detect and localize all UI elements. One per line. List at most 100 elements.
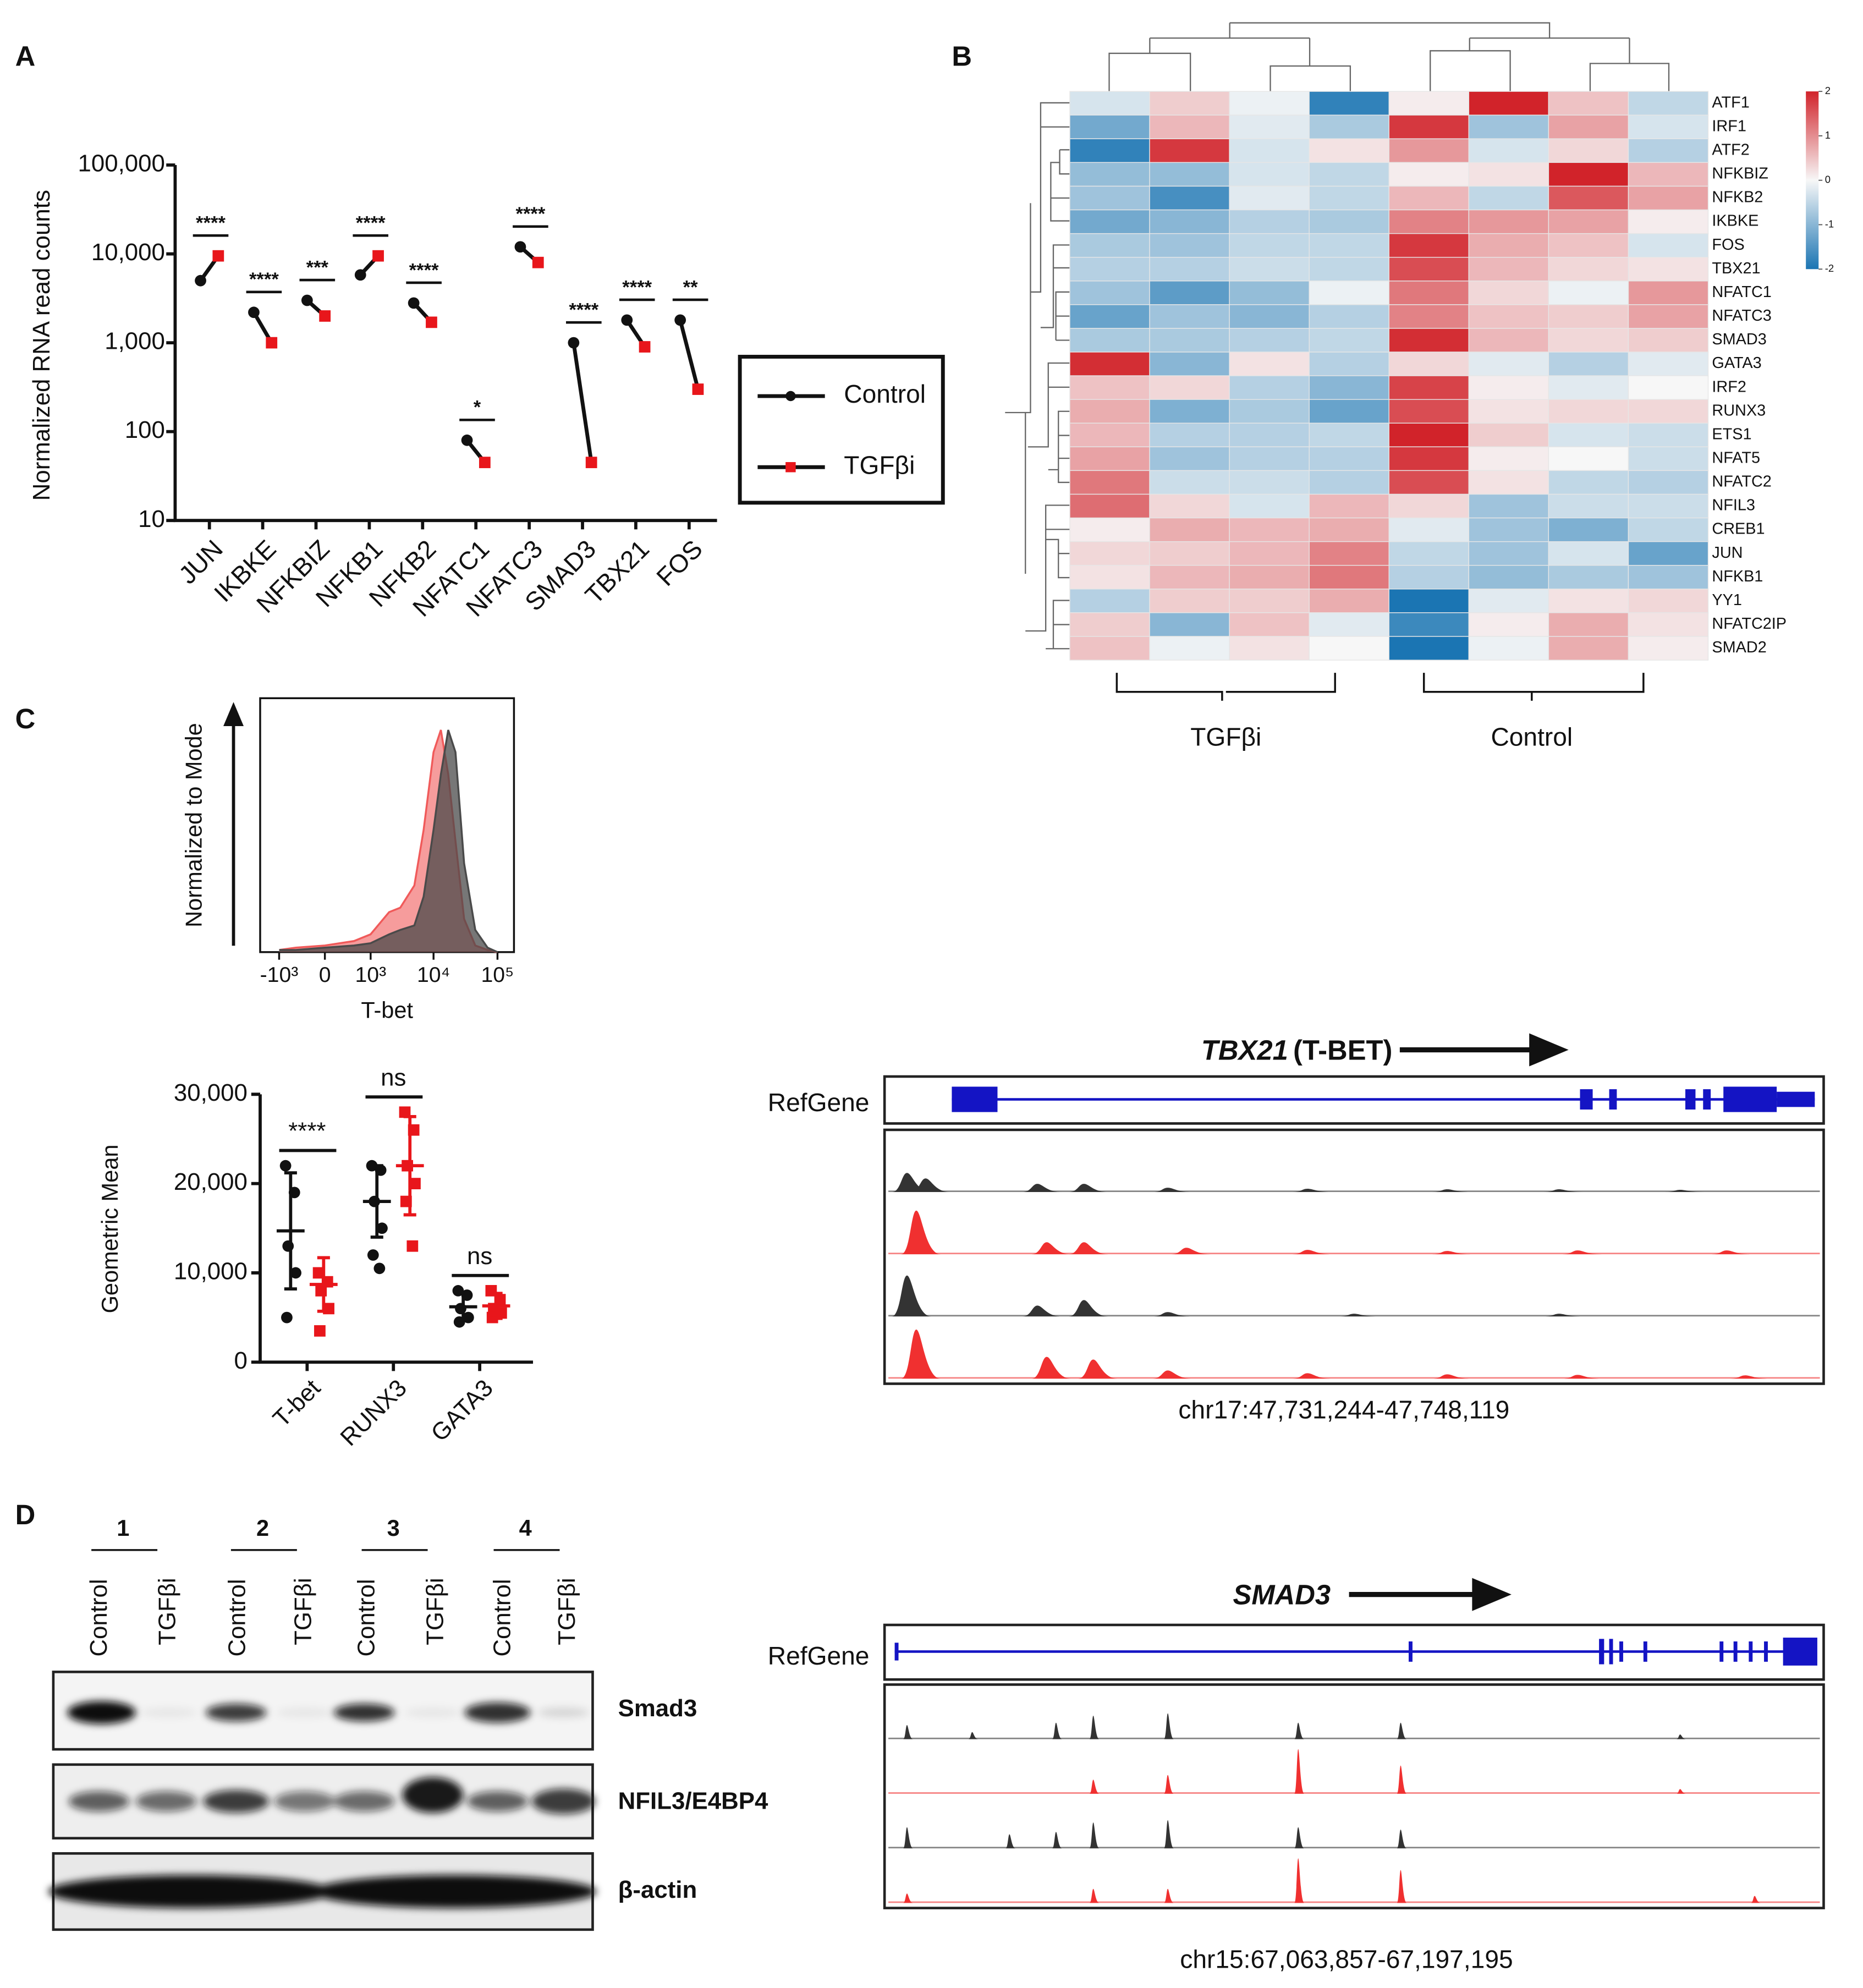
heatmap-cell bbox=[1309, 138, 1389, 163]
track-peak bbox=[1031, 1357, 1071, 1379]
dot bbox=[301, 294, 313, 306]
point bbox=[367, 1249, 379, 1261]
row-label: TBX21 bbox=[1712, 260, 1760, 277]
dot bbox=[354, 269, 366, 281]
track-peak bbox=[1152, 1188, 1192, 1193]
heatmap-cell bbox=[1388, 304, 1470, 329]
heatmap-cell bbox=[1309, 162, 1389, 187]
heatmap-cell bbox=[1229, 612, 1310, 637]
heatmap-cell bbox=[1628, 281, 1709, 305]
track-peak bbox=[1069, 1242, 1108, 1255]
dot bbox=[532, 256, 544, 268]
row-label: NFKBIZ bbox=[1712, 165, 1768, 183]
track-peak bbox=[1664, 1190, 1705, 1193]
heatmap-cell bbox=[1548, 375, 1629, 400]
track-peak bbox=[1676, 1734, 1686, 1739]
heatmap-cell bbox=[1149, 281, 1230, 305]
point bbox=[409, 1178, 421, 1190]
track-peak bbox=[1397, 1765, 1407, 1794]
row-label: JUN bbox=[1712, 544, 1743, 562]
track-peak bbox=[1052, 1832, 1062, 1849]
heatmap-cell bbox=[1069, 209, 1150, 234]
heatmap-cell bbox=[1229, 91, 1310, 116]
y-tick-label: 20,000 bbox=[174, 1168, 248, 1195]
heatmap-cell bbox=[1309, 565, 1389, 590]
heatmap-cell bbox=[1149, 257, 1230, 282]
heatmap-cell bbox=[1388, 138, 1470, 163]
significance-label: ** bbox=[683, 277, 698, 298]
row-label: SMAD2 bbox=[1712, 639, 1766, 656]
row-label: NFATC3 bbox=[1712, 307, 1771, 325]
heatmap-cell bbox=[1628, 328, 1709, 353]
heatmap-cell bbox=[1388, 589, 1470, 613]
heatmap-cell bbox=[1548, 589, 1629, 613]
arrow-head bbox=[1529, 1033, 1569, 1067]
heatmap-cell bbox=[1548, 138, 1629, 163]
row-label: SMAD3 bbox=[1712, 331, 1766, 348]
heatmap-cell bbox=[1548, 91, 1629, 116]
point bbox=[290, 1267, 301, 1279]
track-peak bbox=[1397, 1829, 1407, 1849]
heatmap-cell bbox=[1229, 446, 1310, 471]
heatmap-cell bbox=[1628, 138, 1709, 163]
track-peak bbox=[1152, 1370, 1192, 1379]
row-label: RUNX3 bbox=[1712, 402, 1766, 419]
legend-marker bbox=[785, 462, 796, 473]
heatmap-cell bbox=[1388, 541, 1470, 566]
heatmap-cell bbox=[1628, 470, 1709, 495]
heatmap-cell bbox=[1309, 446, 1389, 471]
lane-label: Control bbox=[353, 1579, 380, 1656]
track-peak bbox=[1164, 1713, 1174, 1739]
heatmap-cell bbox=[1229, 233, 1310, 258]
heatmap-cell bbox=[1309, 470, 1389, 495]
group-bracket bbox=[1115, 673, 1336, 701]
heatmap-cell bbox=[1388, 422, 1470, 448]
heatmap-cell bbox=[1388, 185, 1470, 211]
heatmap-cell bbox=[1149, 233, 1230, 258]
track-baseline bbox=[888, 1253, 1820, 1255]
track-peak bbox=[1069, 1184, 1108, 1193]
heatmap-cell bbox=[1309, 493, 1389, 519]
heatmap-cell bbox=[1468, 233, 1549, 258]
gene-name: TBX21 bbox=[1201, 1035, 1288, 1066]
gene-model bbox=[952, 1086, 1815, 1112]
heatmap-cell bbox=[1229, 636, 1310, 661]
density-fill bbox=[279, 729, 498, 952]
group-label: TGFβi bbox=[1190, 722, 1261, 751]
heatmap-cell bbox=[1309, 304, 1389, 329]
heatmap-cell bbox=[1468, 185, 1549, 211]
heatmap-cell bbox=[1628, 612, 1709, 637]
track-peak bbox=[1164, 1775, 1174, 1794]
lane-label: TGFβi bbox=[289, 1578, 316, 1645]
heatmap-cell bbox=[1468, 589, 1549, 613]
track-peak bbox=[892, 1275, 932, 1317]
heatmap-cell bbox=[1468, 446, 1549, 471]
heatmap-cell bbox=[1069, 517, 1150, 542]
heatmap-cell bbox=[1229, 162, 1310, 187]
heatmap-cell bbox=[1149, 612, 1230, 637]
legend-marker bbox=[785, 391, 796, 402]
heatmap-cell bbox=[1229, 257, 1310, 282]
heatmap-cell bbox=[1468, 91, 1549, 116]
track-peak bbox=[1164, 1888, 1174, 1903]
y-tick-label: 0 bbox=[234, 1347, 248, 1374]
heatmap-cell bbox=[1229, 589, 1310, 613]
arrow-head bbox=[1472, 1578, 1512, 1611]
heatmap-cell bbox=[1149, 541, 1230, 566]
track-annotation: RefGene bbox=[768, 1088, 870, 1117]
x-tick-label: 10⁴ bbox=[417, 963, 450, 987]
heatmap-cell bbox=[1149, 328, 1230, 353]
track-baseline bbox=[888, 1377, 1820, 1379]
heatmap-cell bbox=[1388, 517, 1470, 542]
y-tick-label: 100,000 bbox=[78, 150, 165, 177]
heatmap-cell bbox=[1149, 399, 1230, 424]
heatmap-cell bbox=[1628, 91, 1709, 116]
heatmap-cell bbox=[1468, 517, 1549, 542]
heatmap-cell bbox=[1069, 257, 1150, 282]
heatmap-cell bbox=[1229, 304, 1310, 329]
significance-label: **** bbox=[409, 260, 439, 281]
heatmap-cell bbox=[1229, 399, 1310, 424]
track-baseline bbox=[888, 1190, 1820, 1193]
track-peak bbox=[1089, 1822, 1100, 1849]
lane-label: TGFβi bbox=[153, 1578, 180, 1645]
